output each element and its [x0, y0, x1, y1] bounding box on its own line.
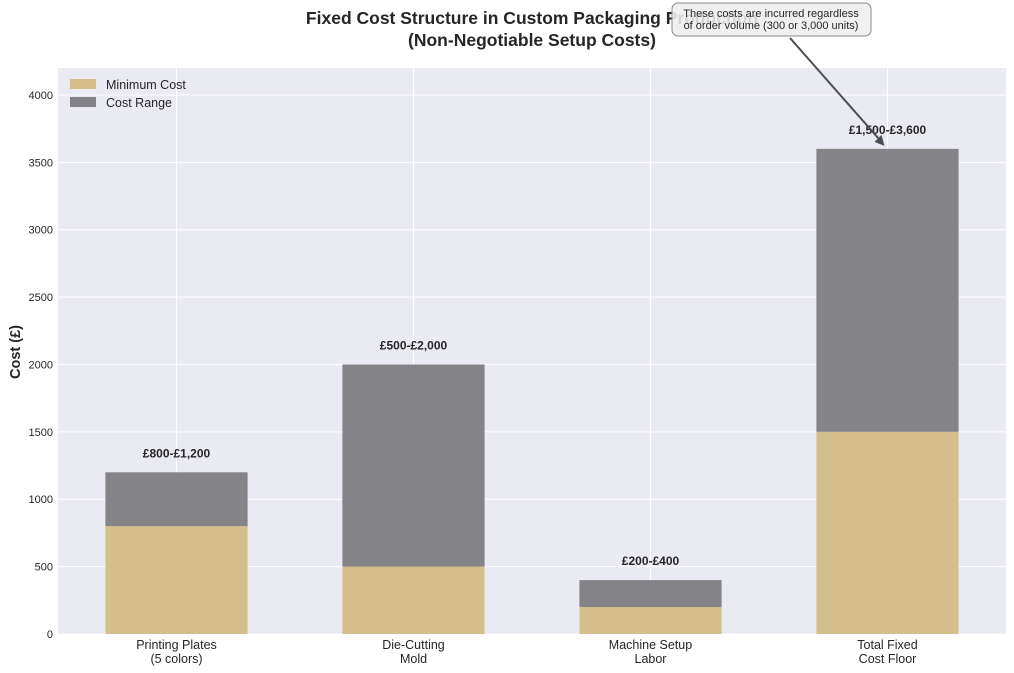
- annotation: These costs are incurred regardless of o…: [671, 2, 885, 146]
- data-label-2: £200-£400: [622, 554, 680, 568]
- y-tick-label-500: 500: [35, 562, 53, 574]
- x-tick-label-0-line-1: (5 colors): [150, 652, 202, 666]
- x-tick-label-0-line-0: Printing Plates: [136, 638, 217, 652]
- y-tick-label-1000: 1000: [29, 494, 53, 506]
- annotation-box: [671, 2, 872, 37]
- bar-minimum-cost-1: [342, 566, 485, 634]
- chart-title: Fixed Cost Structure in Custom Packaging…: [306, 8, 758, 28]
- y-tick-label-2500: 2500: [29, 292, 53, 304]
- y-tick-label-4000: 4000: [29, 90, 53, 102]
- y-axis-label: Cost (£): [8, 325, 24, 379]
- chart-subtitle: (Non-Negotiable Setup Costs): [408, 30, 656, 50]
- x-tick-label-1-line-0: Die-Cutting: [382, 638, 445, 652]
- bar-cost-range-3: [816, 148, 959, 432]
- bar-minimum-cost-0: [105, 526, 248, 634]
- annotation-line-1: These costs are incurred regardless: [683, 8, 859, 20]
- x-tick-label-2-line-0: Machine Setup: [609, 638, 692, 652]
- bar-minimum-cost-2: [579, 607, 722, 634]
- x-tick-label-3-line-0: Total Fixed: [857, 638, 917, 652]
- data-label-3: £1,500-£3,600: [849, 123, 927, 137]
- bar-cost-range-1: [342, 364, 485, 567]
- x-tick-label-3-line-1: Cost Floor: [859, 652, 917, 666]
- x-tick-label-2-line-1: Labor: [635, 652, 667, 666]
- y-axis-ticks: 0 500 1000 1500 2000 2500 3000 3500 4000: [29, 90, 53, 641]
- data-label-1: £500-£2,000: [380, 338, 448, 352]
- x-tick-label-1-line-1: Mold: [400, 652, 427, 666]
- bars: [105, 148, 959, 634]
- x-axis-ticks: Printing Plates(5 colors) Die-CuttingMold…: [136, 638, 918, 666]
- legend: Minimum Cost Cost Range: [70, 78, 186, 110]
- y-tick-label-3500: 3500: [29, 157, 53, 169]
- data-labels: £800-£1,200 £500-£2,000 £200-£400 £1,500-£3…: [143, 123, 927, 568]
- legend-swatch-cost-range: [70, 97, 96, 107]
- bar-cost-range-2: [579, 580, 722, 608]
- y-tick-label-0: 0: [47, 629, 53, 641]
- y-tick-label-3000: 3000: [29, 225, 53, 237]
- bar-minimum-cost-3: [816, 431, 959, 634]
- y-tick-label-2000: 2000: [29, 359, 53, 371]
- legend-label-minimum-cost: Minimum Cost: [106, 78, 186, 92]
- bar-cost-range-0: [105, 472, 248, 527]
- legend-label-cost-range: Cost Range: [106, 96, 172, 110]
- data-label-0: £800-£1,200: [143, 446, 211, 460]
- annotation-arrowhead: [874, 134, 885, 146]
- y-tick-label-1500: 1500: [29, 427, 53, 439]
- legend-swatch-minimum-cost: [70, 79, 96, 89]
- annotation-line-2: of order volume (300 or 3,000 units): [684, 20, 859, 32]
- annotation-arrow: [789, 37, 883, 143]
